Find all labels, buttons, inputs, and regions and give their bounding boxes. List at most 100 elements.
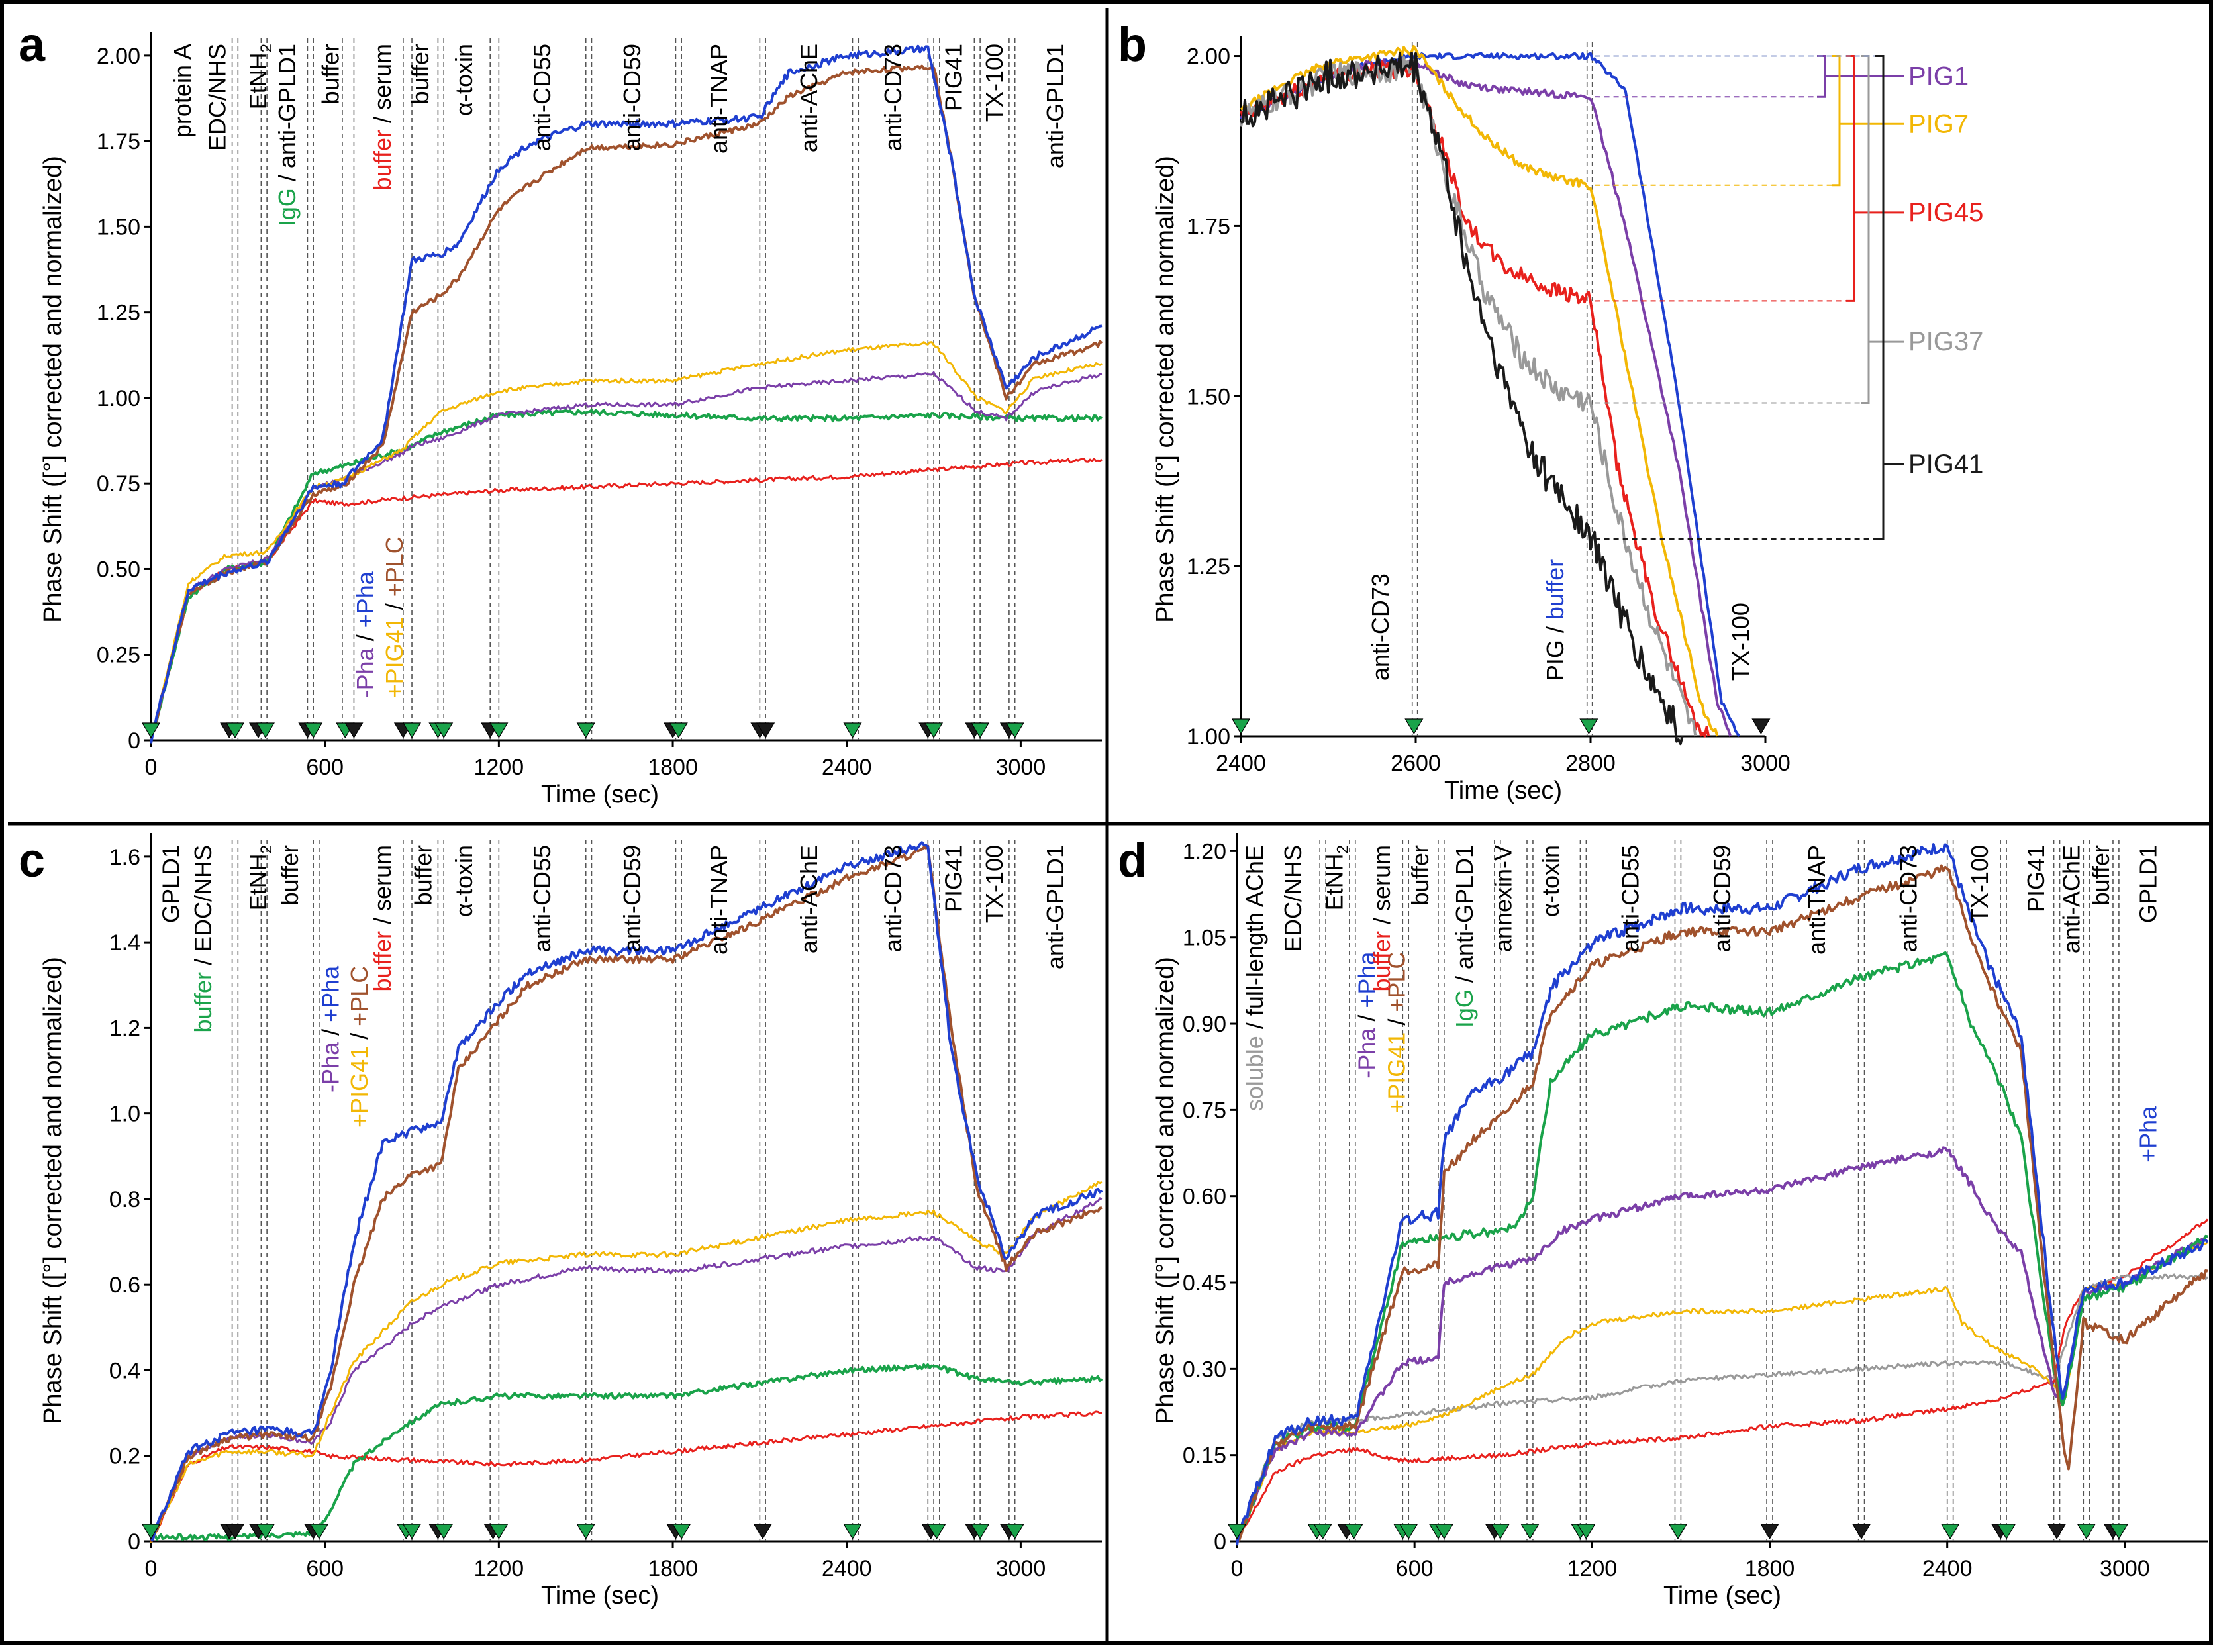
annotation-part: -Pha: [317, 1042, 344, 1093]
panel-label: b: [1118, 19, 1147, 72]
annotation-part: buffer: [276, 845, 303, 905]
y-tick-label: 2.00: [97, 44, 140, 69]
event-marker-triangle: [1668, 1524, 1688, 1540]
event-marker-triangle: [669, 722, 688, 739]
y-tick-label: 0.15: [1183, 1443, 1226, 1469]
bracket-shape: [1875, 55, 1885, 540]
event-marker-triangle: [1005, 722, 1024, 739]
annotation-label: anti-CD55: [528, 845, 556, 952]
annotation-part: anti-AChE: [2057, 845, 2085, 953]
bracket-shape: [1817, 55, 1826, 98]
series-line-buffer-serum: [1236, 1218, 2209, 1541]
y-tick-label: 1.6: [109, 845, 140, 870]
event-marker-triangle: [434, 1524, 454, 1540]
annotation-part: anti-GPLD1: [1042, 845, 1069, 969]
x-axis-label: Time (sec): [1663, 1582, 1781, 1610]
event-marker-triangle: [843, 722, 862, 739]
y-tick-label: 1.75: [1187, 214, 1230, 239]
annotation-label: PIG41: [940, 44, 967, 111]
x-tick-label: 1200: [474, 755, 524, 780]
chart-panel-d: d 0 0.15 0.30 0.45 0.60 0.75 0.90 1.05 1.20 0 600 12…: [1118, 833, 2209, 1610]
annotation-label: PIG41: [2022, 845, 2049, 912]
series-line-buffer-gpld1-: [150, 1363, 1103, 1541]
event-marker-triangle: [971, 722, 990, 739]
y-tick-label: 0.50: [97, 557, 140, 582]
annotation-label: EtNH2: [244, 845, 275, 910]
event-markers: [141, 722, 1024, 739]
x-tick-label: 600: [306, 755, 344, 780]
bracket-label: PIG41: [1908, 450, 1983, 479]
annotation-part: GPLD1: [2135, 845, 2162, 923]
bracket-label: PIG37: [1908, 327, 1983, 356]
annotation-part: buffer: [369, 130, 396, 190]
annotation-part: /: [381, 597, 408, 616]
panel-label: a: [19, 19, 46, 72]
x-tick-label: 1200: [474, 1556, 524, 1581]
x-axis-label: Time (sec): [541, 781, 659, 808]
y-tick-label: 0.75: [97, 471, 140, 497]
annotation-part: +PLC: [346, 966, 373, 1026]
event-marker-triangle: [2047, 1524, 2067, 1540]
annotation-part: +PLC: [381, 536, 408, 597]
event-lines: [1319, 840, 2120, 1541]
annotation-label: -Pha / +Pha: [1353, 951, 1381, 1079]
y-tick-label: 0.45: [1183, 1271, 1226, 1296]
annotation-label: +PIG41 / +PLC: [1383, 952, 1410, 1114]
annotation-subscript: 2: [258, 845, 275, 853]
annotation-label: IgG / anti-GPLD1: [273, 44, 301, 226]
figure-canvas: a00.250.500.751.001.251.501.752.000 600 12…: [8, 8, 2213, 1645]
x-axis-label: Time (sec): [541, 1582, 659, 1610]
series-group: [1236, 843, 2209, 1546]
annotation-label: EDC/NHS: [1279, 845, 1306, 952]
annotation-part: α-toxin: [450, 44, 477, 116]
y-axis-label: Phase Shift ([°] corrected and normalize…: [39, 957, 67, 1424]
annotation-subscript: 2: [258, 44, 275, 52]
annotation-label: anti-CD59: [618, 845, 646, 952]
y-tick-label: 1.25: [97, 301, 140, 326]
y-tick-label: 1.4: [109, 930, 140, 955]
x-tick-label: 2400: [822, 1556, 872, 1581]
event-marker-triangle: [753, 1524, 772, 1540]
annotation-label: anti-TNAP: [705, 845, 732, 955]
event-marker-triangle: [924, 722, 944, 739]
annotations: anti-CD73 PIG / buffer TX-100: [1367, 559, 1754, 681]
annotation-part: anti-TNAP: [705, 44, 732, 154]
event-marker-triangle: [141, 1524, 161, 1540]
event-marker-triangle: [1399, 1524, 1418, 1540]
annotation-part: annexin-V: [1489, 845, 1516, 952]
x-tick-label: 2800: [1565, 751, 1616, 776]
annotation-part: / anti-GPLD1: [1451, 845, 1478, 989]
annotation-part: +Pha: [1353, 951, 1381, 1008]
annotation-part: buffer: [189, 972, 217, 1032]
annotation-label: EtNH2: [244, 44, 275, 109]
event-marker-triangle: [141, 722, 161, 739]
series-line--pig41: [150, 341, 1103, 740]
y-tick-label: 0: [128, 728, 140, 753]
annotation-label: TX-100: [1727, 603, 1754, 681]
annotation-part: anti-CD73: [879, 845, 907, 952]
chart-panel-c: c 0 0.2 0.4 0.6 0.8 1.0 1.2 1.4 1.6 0 600 1200 1800 24…: [19, 833, 1103, 1610]
annotation-part: /: [346, 1026, 373, 1046]
annotation-part: protein A: [169, 44, 196, 138]
annotation-part: anti-AChE: [795, 845, 822, 953]
annotation-part: / serum: [369, 845, 396, 931]
x-axis-label: Time (sec): [1444, 777, 1562, 804]
annotation-part: TX-100: [1966, 845, 1993, 923]
annotation-label: EtNH2: [1320, 845, 1352, 910]
annotation-label: anti-AChE: [2057, 845, 2085, 953]
annotation-part: anti-CD55: [1616, 845, 1644, 952]
event-marker-triangle: [1852, 1524, 1871, 1540]
annotation-part: TX-100: [981, 845, 1008, 923]
chart-panel-a: a 0 0.25 0.50 0.75 1.00 1.25 1.50 1.75 2.00 0 600 12…: [19, 19, 1103, 808]
x-tick-label: 0: [1231, 1556, 1244, 1581]
series-line--pha: [150, 841, 1103, 1542]
annotation-label: PIG / buffer: [1542, 559, 1569, 681]
y-tick-label: 1.20: [1183, 839, 1226, 864]
annotation-label: EDC/NHS: [204, 44, 231, 151]
annotation-subscript: 2: [1334, 845, 1352, 853]
event-marker-triangle: [1313, 1524, 1332, 1540]
annotation-label: annexin-V: [1489, 845, 1516, 952]
annotation-part: TX-100: [981, 44, 1008, 122]
annotation-label: TX-100: [1966, 845, 1993, 923]
annotation-label: protein A: [169, 44, 196, 138]
